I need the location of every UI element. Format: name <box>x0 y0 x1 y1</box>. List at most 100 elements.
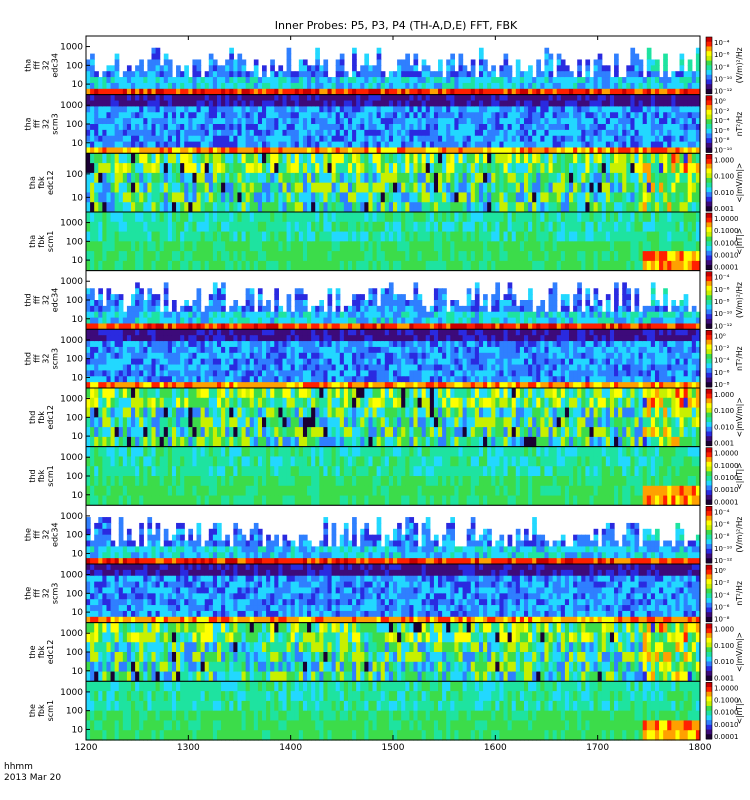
spectrogram-cell <box>425 71 431 78</box>
spectrogram-cell <box>212 288 218 295</box>
spectrogram-cell <box>622 88 627 96</box>
spectrogram-cell <box>286 118 292 125</box>
spectrogram-cell <box>360 153 365 164</box>
spectrogram-cell <box>212 212 218 223</box>
spectrogram-cell <box>257 305 263 313</box>
spectrogram-cell <box>315 241 320 252</box>
spectrogram-cell <box>262 82 267 90</box>
spectrogram-cell <box>417 311 423 319</box>
spectrogram-cell <box>368 135 374 143</box>
spectrogram-cell <box>433 221 439 233</box>
spectrogram-cell <box>634 323 640 330</box>
spectrogram-cell <box>393 251 398 262</box>
spectrogram-cell <box>478 153 484 164</box>
spectrogram-cell <box>413 212 419 223</box>
spectrogram-cell <box>360 77 365 84</box>
spectrogram-cell <box>695 260 701 272</box>
spectrogram-cell <box>274 260 279 272</box>
spectrogram-cell <box>270 129 275 137</box>
spectrogram-cell <box>360 241 365 252</box>
spectrogram-cell <box>98 129 103 137</box>
spectrogram-cell <box>159 147 165 154</box>
spectrogram-cell <box>577 311 582 319</box>
spectrogram-cell <box>511 221 517 233</box>
spectrogram-cell <box>298 300 304 307</box>
spectrogram-cell <box>442 182 447 194</box>
spectrogram-cell <box>519 202 525 213</box>
spectrogram-cell <box>122 212 128 223</box>
spectrogram-cell <box>495 94 501 102</box>
spectrogram-cell <box>266 124 271 131</box>
spectrogram-cell <box>294 124 300 131</box>
spectrogram-cell <box>126 141 132 149</box>
spectrogram-cell <box>352 77 357 84</box>
colorbar-segment <box>706 95 712 101</box>
spectrogram-cell <box>528 317 533 325</box>
spectrogram-cell <box>343 317 349 325</box>
spectrogram-cell <box>253 212 259 223</box>
spectrogram-cell <box>409 163 415 174</box>
spectrogram-cell <box>368 118 374 125</box>
spectrogram-cell <box>167 94 173 102</box>
spectrogram-cell <box>286 141 292 149</box>
spectrogram-cell <box>204 118 210 125</box>
spectrogram-cell <box>233 192 239 203</box>
spectrogram-cell <box>609 260 615 272</box>
spectrogram-cell <box>118 88 124 96</box>
spectrogram-cell <box>102 88 108 96</box>
spectrogram-cell <box>249 260 255 272</box>
spectrogram-cell <box>601 141 607 149</box>
spectrogram-cell <box>487 106 492 113</box>
spectrogram-cell <box>663 294 668 301</box>
spectrogram-cell <box>94 317 99 325</box>
spectrogram-cell <box>589 202 595 213</box>
spectrogram-cell <box>687 153 693 164</box>
spectrogram-cell <box>221 163 226 174</box>
spectrogram-cell <box>216 300 222 307</box>
spectrogram-cell <box>446 59 451 66</box>
spectrogram-cell <box>294 82 300 90</box>
spectrogram-cell <box>659 317 664 325</box>
spectrogram-cell <box>221 172 226 184</box>
spectrogram-cell <box>143 311 148 319</box>
spectrogram-cell <box>458 202 464 213</box>
spectrogram-cell <box>274 71 279 78</box>
colorbar-unit: <|mV/m|> <box>735 163 744 203</box>
spectrogram-cell <box>302 182 308 194</box>
spectrogram-cell <box>94 231 99 242</box>
spectrogram-cell <box>184 163 189 174</box>
spectrogram-cell <box>102 317 108 325</box>
spectrogram-cell <box>458 311 464 319</box>
spectrogram-cell <box>216 129 222 137</box>
spectrogram-cell <box>155 251 161 262</box>
spectrogram-cell <box>663 129 668 137</box>
spectrogram-cell <box>176 135 181 143</box>
spectrogram-cell <box>356 202 361 213</box>
spectrogram-cell <box>200 141 206 149</box>
spectrogram-cell <box>458 251 464 262</box>
spectrogram-cell <box>159 141 165 149</box>
spectrogram-cell <box>425 88 431 96</box>
spectrogram-cell <box>102 112 108 119</box>
spectrogram-cell <box>646 231 652 242</box>
spectrogram-cell <box>384 317 390 325</box>
spectrogram-cell <box>278 88 284 96</box>
spectrogram-cell <box>429 77 435 84</box>
spectrogram-cell <box>405 153 410 164</box>
spectrogram-cell <box>528 241 533 252</box>
spectrogram-cell <box>523 100 529 107</box>
spectrogram-cell <box>347 172 353 184</box>
spectrogram-cell <box>360 129 365 137</box>
spectrogram-cell <box>622 112 627 119</box>
spectrogram-cell <box>151 260 157 272</box>
spectrogram-cell <box>605 147 611 154</box>
spectrogram-cell <box>131 294 136 301</box>
spectrogram-cell <box>695 241 701 252</box>
spectrogram-cell <box>609 94 615 102</box>
spectrogram-cell <box>298 288 304 295</box>
spectrogram-cell <box>278 100 284 107</box>
spectrogram-cell <box>560 212 566 223</box>
spectrogram-cell <box>151 71 157 78</box>
spectrogram-cell <box>131 100 136 107</box>
spectrogram-cell <box>536 323 541 330</box>
